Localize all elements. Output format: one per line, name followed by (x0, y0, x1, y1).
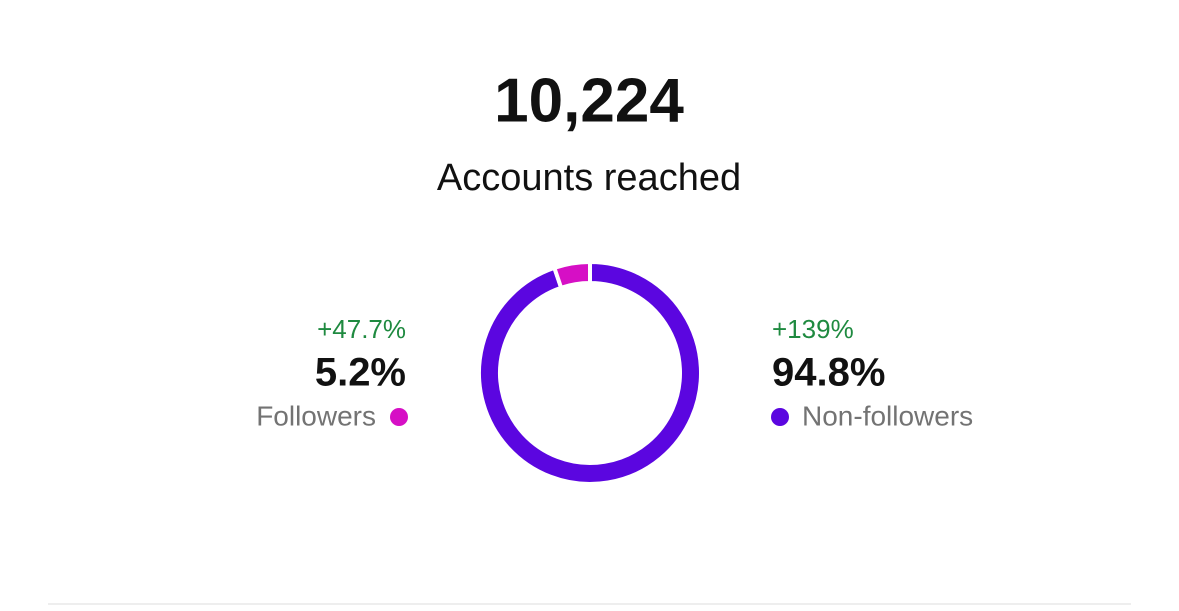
legend-label: Non-followers (802, 400, 973, 431)
total-reached: 10,224 (494, 66, 684, 135)
legend-dot (771, 408, 789, 426)
share-label: 94.8% (772, 351, 885, 395)
share-label: 5.2% (315, 351, 406, 395)
total-label: Accounts reached (437, 157, 741, 199)
change-label: +139% (772, 314, 854, 344)
donut-segment (477, 259, 703, 486)
legend-label: Followers (256, 400, 376, 431)
change-label: +47.7% (317, 314, 406, 344)
legend-dot (390, 408, 408, 426)
donut-segment (551, 259, 592, 291)
